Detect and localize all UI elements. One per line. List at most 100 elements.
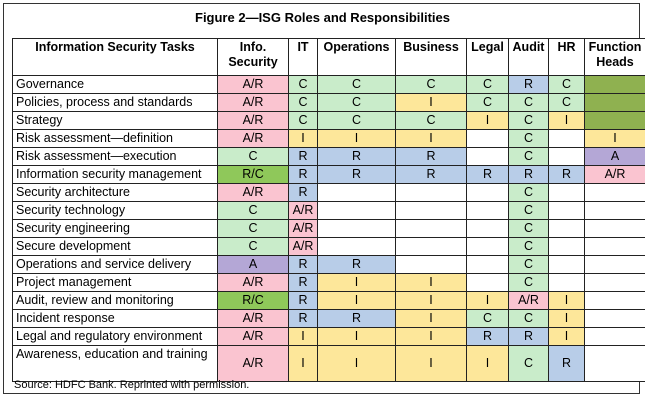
role-cell-hr: I [548,111,585,130]
role-cell-business: I [395,273,467,292]
role-cell-function-heads [584,111,645,130]
role-cell-it: I [288,129,318,148]
role-cell-info-security: A/R [217,111,289,130]
role-cell-business: R [395,147,467,166]
column-header-legal: Legal [466,38,509,76]
task-name-cell: Incident response [12,309,218,328]
role-cell-operations: C [317,93,396,112]
role-cell-legal: R [466,327,509,346]
role-cell-info-security: C [217,219,289,238]
role-cell-audit: C [508,129,549,148]
role-cell-legal [466,129,509,148]
role-cell-audit: C [508,201,549,220]
role-cell-legal [466,255,509,274]
table-row: Awareness, education and training A/R I I I I… [12,345,645,382]
role-cell-legal [466,219,509,238]
raci-table: Information Security Tasks Info. Securit… [12,38,645,382]
column-header-it: IT [288,38,318,76]
header-row: Information Security Tasks Info. Securit… [12,38,645,76]
role-cell-hr [548,183,585,202]
table-body: Governance A/R C C C C R C Policies, process and… [12,75,645,382]
table-row: Security technology C A/R C [12,201,645,220]
task-name-cell: Governance [12,75,218,94]
role-cell-hr [548,129,585,148]
role-cell-info-security: A [217,255,289,274]
table-row: Operations and service delivery A R R C [12,255,645,274]
role-cell-operations: R [317,147,396,166]
role-cell-legal: I [466,345,509,382]
column-header-hr: HR [548,38,585,76]
role-cell-audit: C [508,273,549,292]
role-cell-business: R [395,165,467,184]
task-name-cell: Information security management [12,165,218,184]
role-cell-it: I [288,345,318,382]
role-cell-business: I [395,129,467,148]
role-cell-info-security: A/R [217,75,289,94]
role-cell-function-heads: I [584,129,645,148]
role-cell-legal: R [466,165,509,184]
role-cell-business: I [395,291,467,310]
role-cell-business [395,237,467,256]
role-cell-it: R [288,147,318,166]
role-cell-operations [317,201,396,220]
role-cell-legal: I [466,291,509,310]
table-row: Project management A/R R I I C [12,273,645,292]
role-cell-info-security: C [217,147,289,166]
role-cell-info-security: A/R [217,327,289,346]
role-cell-audit: C [508,255,549,274]
role-cell-business: C [395,111,467,130]
column-header-operations: Operations [317,38,396,76]
column-header-business: Business [395,38,467,76]
figure-title: Figure 2—ISG Roles and Responsibilities [195,10,450,25]
role-cell-legal [466,201,509,220]
role-cell-function-heads: A/R [584,165,645,184]
role-cell-function-heads [584,309,645,328]
role-cell-info-security: A/R [217,129,289,148]
role-cell-legal: C [466,309,509,328]
role-cell-function-heads [584,273,645,292]
role-cell-it: C [288,111,318,130]
role-cell-info-security: A/R [217,309,289,328]
table-row: Incident response A/R R R I C C I [12,309,645,328]
table-row: Risk assessment—execution C R R R C A [12,147,645,166]
role-cell-info-security: A/R [217,345,289,382]
role-cell-operations: I [317,345,396,382]
role-cell-it: A/R [288,219,318,238]
role-cell-operations: R [317,255,396,274]
role-cell-operations: I [317,291,396,310]
role-cell-it: R [288,273,318,292]
role-cell-hr [548,273,585,292]
column-header-audit: Audit [508,38,549,76]
role-cell-operations: I [317,129,396,148]
role-cell-operations [317,237,396,256]
role-cell-it: A/R [288,237,318,256]
table-row: Security architecture A/R R C [12,183,645,202]
role-cell-audit: C [508,345,549,382]
role-cell-audit: R [508,75,549,94]
role-cell-business [395,183,467,202]
role-cell-it: R [288,165,318,184]
role-cell-info-security: A/R [217,183,289,202]
role-cell-it: C [288,75,318,94]
role-cell-legal [466,237,509,256]
role-cell-legal: I [466,111,509,130]
role-cell-function-heads [584,327,645,346]
role-cell-hr: I [548,309,585,328]
role-cell-business [395,219,467,238]
table-row: Security engineering C A/R C [12,219,645,238]
role-cell-business [395,201,467,220]
role-cell-function-heads: A [584,147,645,166]
role-cell-legal [466,273,509,292]
role-cell-it: R [288,309,318,328]
role-cell-audit: A/R [508,291,549,310]
role-cell-legal: C [466,93,509,112]
role-cell-operations: I [317,273,396,292]
role-cell-hr: C [548,75,585,94]
role-cell-operations: I [317,327,396,346]
role-cell-info-security: R/C [217,165,289,184]
task-name-cell: Security engineering [12,219,218,238]
task-name-cell: Risk assessment—definition [12,129,218,148]
role-cell-audit: C [508,183,549,202]
role-cell-audit: C [508,219,549,238]
table-row: Strategy A/R C C C I C I [12,111,645,130]
